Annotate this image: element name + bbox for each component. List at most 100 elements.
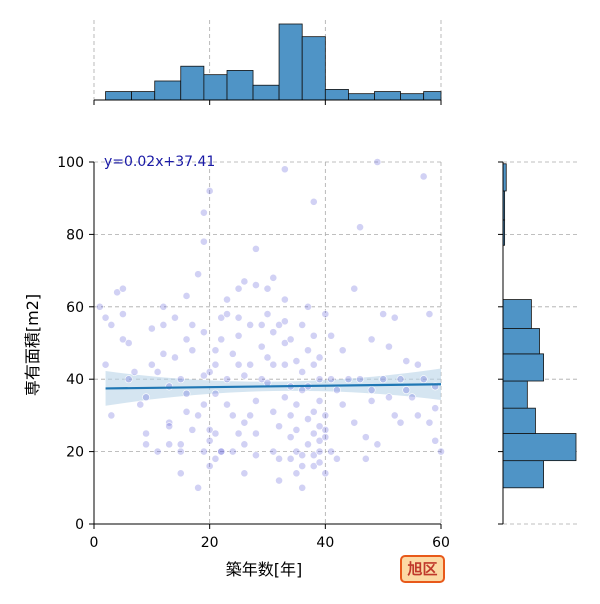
data-point (292, 469, 301, 478)
data-point (321, 425, 330, 434)
data-point (286, 454, 295, 463)
data-point (275, 320, 283, 329)
data-point (350, 284, 359, 293)
y-hist-bar (502, 460, 544, 489)
x-tick-label: 0 (90, 535, 99, 551)
data-point (252, 244, 260, 253)
data-point (338, 346, 347, 355)
data-point (205, 462, 214, 470)
data-point (373, 440, 382, 449)
data-point (321, 411, 330, 420)
x-hist-bar (105, 91, 132, 101)
data-point (240, 418, 249, 427)
data-point (425, 310, 434, 318)
data-point (228, 349, 237, 358)
data-point (431, 436, 440, 445)
data-point (292, 400, 301, 409)
data-point (315, 353, 324, 362)
data-point (275, 422, 283, 431)
data-point (275, 476, 283, 485)
data-point (286, 433, 295, 442)
y-marginal-histogram (498, 161, 580, 525)
data-point (332, 454, 341, 463)
x-tick-label: 20 (201, 535, 219, 551)
data-point (188, 320, 197, 329)
data-point (228, 411, 237, 420)
data-point (182, 389, 191, 398)
data-point (194, 270, 202, 279)
data-point (327, 331, 336, 340)
data-point (205, 187, 214, 195)
data-point (309, 360, 318, 369)
data-point (269, 447, 278, 456)
data-point (286, 335, 295, 344)
data-point (437, 447, 445, 456)
x-hist-bar (374, 91, 401, 101)
data-point (379, 310, 388, 318)
data-point (205, 368, 214, 376)
data-point (101, 360, 110, 369)
data-point (280, 165, 289, 174)
x-hist-bar (131, 91, 156, 101)
y-tick-label: 60 (66, 300, 84, 316)
data-point (124, 375, 133, 384)
y-tick-label: 20 (66, 445, 84, 461)
y-tick-label: 80 (66, 227, 84, 243)
data-point (402, 386, 411, 394)
data-point (217, 313, 226, 322)
data-point (257, 320, 266, 329)
data-point (280, 317, 289, 326)
data-point (217, 335, 226, 344)
x-hist-bar (423, 91, 442, 101)
y-hist-bar (502, 407, 536, 434)
data-point (234, 331, 243, 340)
y-tick-label: 0 (75, 517, 84, 533)
data-point (292, 425, 301, 434)
data-point (147, 324, 156, 333)
district-badge (400, 555, 445, 583)
data-point (234, 284, 243, 293)
regression-line (105, 383, 442, 390)
x-hist-bar (278, 23, 303, 101)
data-point (223, 400, 231, 409)
data-point (286, 411, 295, 420)
y-tick-label: 40 (66, 372, 84, 388)
data-point (205, 425, 214, 434)
data-point (309, 462, 318, 470)
data-point (199, 208, 208, 217)
data-point (113, 288, 122, 297)
x-hist-bar (324, 89, 349, 101)
data-point (211, 389, 220, 398)
data-point (223, 310, 231, 318)
data-point (240, 440, 249, 449)
y-hist-bar (502, 433, 577, 462)
data-point (159, 320, 168, 329)
y-tick-label: 100 (57, 155, 84, 171)
data-point (136, 400, 145, 409)
data-point (292, 447, 301, 456)
x-tick-label: 60 (432, 535, 450, 551)
x-hist-bar (400, 93, 425, 101)
data-point (217, 447, 226, 456)
data-point (408, 393, 416, 402)
data-point (234, 313, 243, 322)
data-point (304, 346, 312, 355)
y-hist-bar (502, 299, 532, 329)
data-point (252, 451, 260, 460)
data-point (240, 371, 249, 380)
data-point (107, 320, 116, 329)
data-point (315, 397, 324, 405)
data-point (124, 339, 133, 347)
data-point (356, 223, 364, 232)
data-point (263, 353, 272, 362)
data-point (153, 447, 162, 456)
data-point (315, 375, 324, 384)
x-tick-label: 40 (316, 535, 334, 551)
data-point (402, 357, 411, 365)
data-point (182, 407, 191, 416)
data-point (304, 440, 312, 449)
data-point (176, 447, 185, 456)
data-point (257, 342, 266, 351)
data-point (205, 436, 214, 445)
data-point (252, 397, 260, 405)
